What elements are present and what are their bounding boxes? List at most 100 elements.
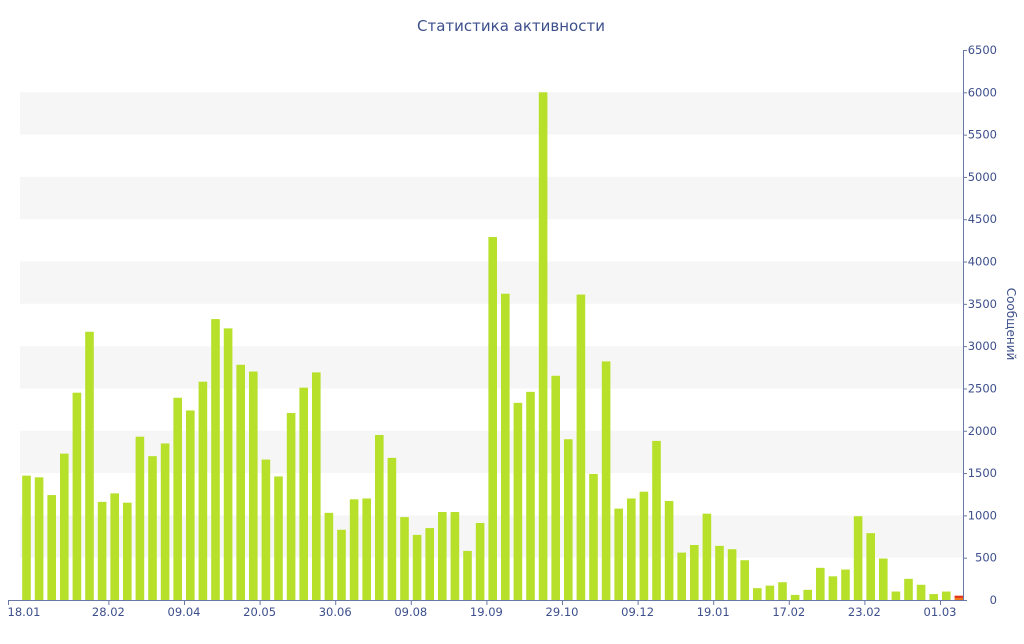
bar[interactable] (135, 436, 145, 600)
bar[interactable] (513, 402, 523, 600)
bar[interactable] (324, 512, 334, 600)
bar[interactable] (362, 498, 371, 600)
bar[interactable] (249, 371, 258, 600)
bar[interactable] (841, 569, 850, 600)
bar[interactable] (22, 475, 31, 600)
y-tick-label: 1500 (968, 466, 997, 480)
bar[interactable] (614, 508, 623, 600)
bar[interactable] (501, 293, 510, 600)
x-tick-label: 29.10 (546, 605, 579, 619)
chart-title: Статистика активности (417, 17, 605, 35)
x-tick-label: 01.03 (924, 605, 957, 619)
bar[interactable] (286, 413, 296, 600)
bar[interactable] (274, 476, 283, 600)
y-tick-label: 6500 (968, 43, 997, 57)
bar[interactable] (211, 319, 220, 600)
bar[interactable] (828, 576, 838, 600)
bar[interactable] (387, 457, 397, 600)
bar[interactable] (664, 501, 674, 600)
x-tick-label: 30.06 (319, 605, 352, 619)
bar[interactable] (375, 435, 384, 600)
x-tick-label: 19.01 (697, 605, 730, 619)
bar[interactable] (727, 549, 737, 600)
bar[interactable] (627, 498, 636, 600)
bar[interactable] (589, 473, 598, 600)
bar[interactable] (702, 513, 712, 600)
bar[interactable] (866, 533, 875, 600)
bar[interactable] (148, 456, 157, 600)
bar[interactable] (879, 558, 888, 600)
bar[interactable] (198, 381, 208, 600)
bar[interactable] (186, 410, 195, 600)
bar[interactable] (85, 331, 94, 600)
bar[interactable] (538, 92, 548, 600)
bar[interactable] (412, 534, 422, 600)
x-tick-label: 23.02 (848, 605, 881, 619)
bar[interactable] (564, 439, 573, 600)
bar-current-top (954, 595, 964, 598)
bar[interactable] (312, 372, 321, 600)
bar[interactable] (261, 459, 271, 600)
bar[interactable] (904, 578, 913, 600)
bar[interactable] (639, 491, 649, 600)
bar[interactable] (551, 375, 560, 600)
bar[interactable] (72, 392, 82, 600)
bar[interactable] (438, 512, 447, 600)
x-tick-label: 17.02 (772, 605, 805, 619)
bar[interactable] (60, 453, 69, 600)
y-tick-label: 4500 (968, 212, 997, 226)
bar[interactable] (236, 364, 245, 600)
bar[interactable] (475, 523, 485, 600)
bar[interactable] (173, 397, 182, 600)
y-tick-label: 5500 (968, 128, 997, 142)
bar[interactable] (942, 591, 951, 600)
x-tick-label: 09.08 (394, 605, 427, 619)
bar[interactable] (803, 589, 812, 600)
x-tick-label: 18.01 (8, 605, 41, 619)
bar[interactable] (778, 582, 787, 600)
bar[interactable] (110, 493, 119, 600)
bar[interactable] (450, 512, 460, 600)
bar[interactable] (677, 552, 686, 600)
bar[interactable] (790, 594, 800, 600)
bar[interactable] (425, 528, 434, 600)
bar[interactable] (916, 584, 926, 600)
bar[interactable] (929, 594, 938, 600)
y-tick-label: 6000 (968, 85, 997, 99)
bar[interactable] (47, 495, 56, 600)
grid-band (20, 92, 963, 135)
y-tick-label: 500 (975, 551, 997, 565)
x-tick-label: 19.09 (470, 605, 503, 619)
bar[interactable] (690, 545, 699, 600)
grid-band (20, 176, 963, 220)
bar[interactable] (223, 328, 233, 600)
bar[interactable] (652, 440, 661, 600)
bar[interactable] (488, 237, 497, 600)
bar[interactable] (463, 550, 472, 600)
bar[interactable] (123, 502, 132, 600)
y-tick-label: 5000 (968, 170, 997, 184)
y-tick-label: 3500 (968, 297, 997, 311)
bar[interactable] (34, 477, 44, 600)
bar[interactable] (400, 517, 409, 600)
bar[interactable] (299, 387, 308, 600)
bar[interactable] (337, 529, 346, 600)
bar[interactable] (349, 499, 359, 600)
bar[interactable] (853, 516, 863, 600)
bar[interactable] (816, 567, 825, 600)
bar[interactable] (576, 294, 586, 600)
y-tick-label: 3000 (968, 339, 997, 353)
bar-current[interactable] (954, 595, 964, 600)
y-tick-label: 2500 (968, 381, 997, 395)
bar[interactable] (160, 443, 170, 600)
bar[interactable] (753, 588, 762, 600)
bar[interactable] (891, 591, 901, 600)
x-tick-label: 28.02 (92, 605, 125, 619)
bar[interactable] (740, 560, 749, 600)
bar[interactable] (715, 545, 724, 600)
bar[interactable] (601, 361, 611, 600)
bar[interactable] (765, 585, 775, 600)
bar[interactable] (97, 501, 107, 600)
bar[interactable] (526, 391, 535, 600)
